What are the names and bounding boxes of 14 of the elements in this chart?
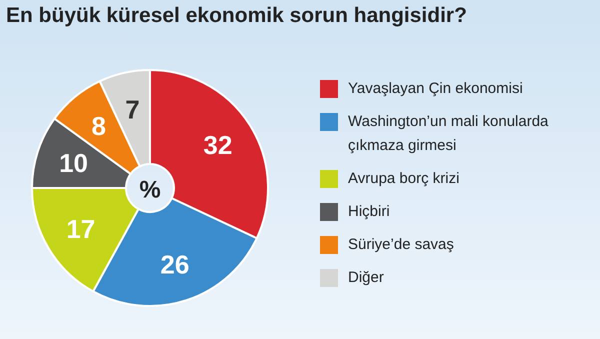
data-label: 10 — [59, 148, 88, 178]
legend-label: Diğer — [348, 268, 385, 288]
chart-title: En büyük küresel ekonomik sorun hangisidir? — [6, 4, 467, 28]
data-label: 8 — [92, 111, 106, 142]
legend-label: Hiçbiri — [348, 202, 391, 222]
text: % — [139, 176, 161, 204]
slice-label: Yavaşlayan Çin ekonomisi — [348, 79, 524, 99]
data-label: 32 — [203, 130, 232, 160]
legend-label: Washington’un mali konularda çıkmaza girmesi — [348, 112, 550, 156]
data-label: 17 — [66, 214, 96, 244]
legend-label: Süriye’de savaş — [348, 235, 455, 255]
data-label: 26 — [160, 249, 190, 280]
data-label: 7 — [125, 94, 140, 125]
legend-label: Avrupa borç krizi — [348, 169, 460, 189]
